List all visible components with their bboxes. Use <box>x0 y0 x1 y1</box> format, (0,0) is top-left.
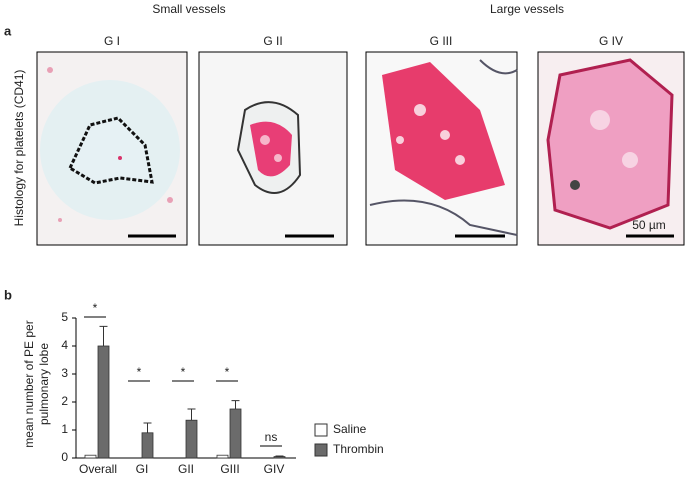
significance-label: ns <box>265 430 278 444</box>
bar <box>273 456 286 459</box>
x-tick-label: GIV <box>264 462 285 476</box>
error-bar <box>231 400 240 409</box>
bar <box>216 454 229 459</box>
significance-label: * <box>225 365 230 379</box>
image-title: G IV <box>599 34 623 48</box>
scale-label: 50 µm <box>632 218 666 232</box>
bar <box>97 345 110 459</box>
error-bar <box>143 422 152 433</box>
error-bar <box>99 325 108 346</box>
histology-image: 50 µm <box>537 51 685 246</box>
legend-label: Saline <box>333 422 367 436</box>
y-tick-label: 5 <box>61 310 68 324</box>
image-title: G I <box>104 34 120 48</box>
histology-image <box>36 51 188 246</box>
x-tick-label: GI <box>136 462 149 476</box>
legend-swatch <box>314 443 328 457</box>
bar <box>141 432 154 459</box>
significance-label: * <box>137 365 142 379</box>
y-axis-label: mean number of PE per <box>22 320 36 447</box>
x-tick-label: GII <box>178 462 194 476</box>
bar <box>229 408 242 459</box>
error-bar <box>187 408 196 421</box>
y-tick-label: 2 <box>61 394 68 408</box>
significance-label: * <box>93 301 98 315</box>
y-axis-label: pulmonary lobe <box>37 343 51 425</box>
x-tick-label: Overall <box>79 462 117 476</box>
panel-label: b <box>4 287 12 302</box>
y-tick-label: 3 <box>61 366 68 380</box>
image-title: G II <box>263 34 282 48</box>
error-bar <box>275 455 284 457</box>
legend-swatch <box>314 423 328 437</box>
bar <box>84 454 97 459</box>
legend-label: Thrombin <box>333 442 384 456</box>
y-tick-label: 1 <box>61 422 68 436</box>
row-label: Histology for platelets (CD41) <box>12 70 26 227</box>
significance-label: * <box>181 365 186 379</box>
y-tick-label: 0 <box>61 450 68 464</box>
histology-image <box>198 51 348 246</box>
bar <box>185 419 198 459</box>
group-label: Small vessels <box>152 2 225 16</box>
group-label: Large vessels <box>490 2 564 16</box>
image-title: G III <box>430 34 453 48</box>
histology-image <box>365 51 518 246</box>
x-tick-label: GIII <box>220 462 239 476</box>
y-tick-label: 4 <box>61 338 68 352</box>
panel-label: a <box>4 23 12 38</box>
